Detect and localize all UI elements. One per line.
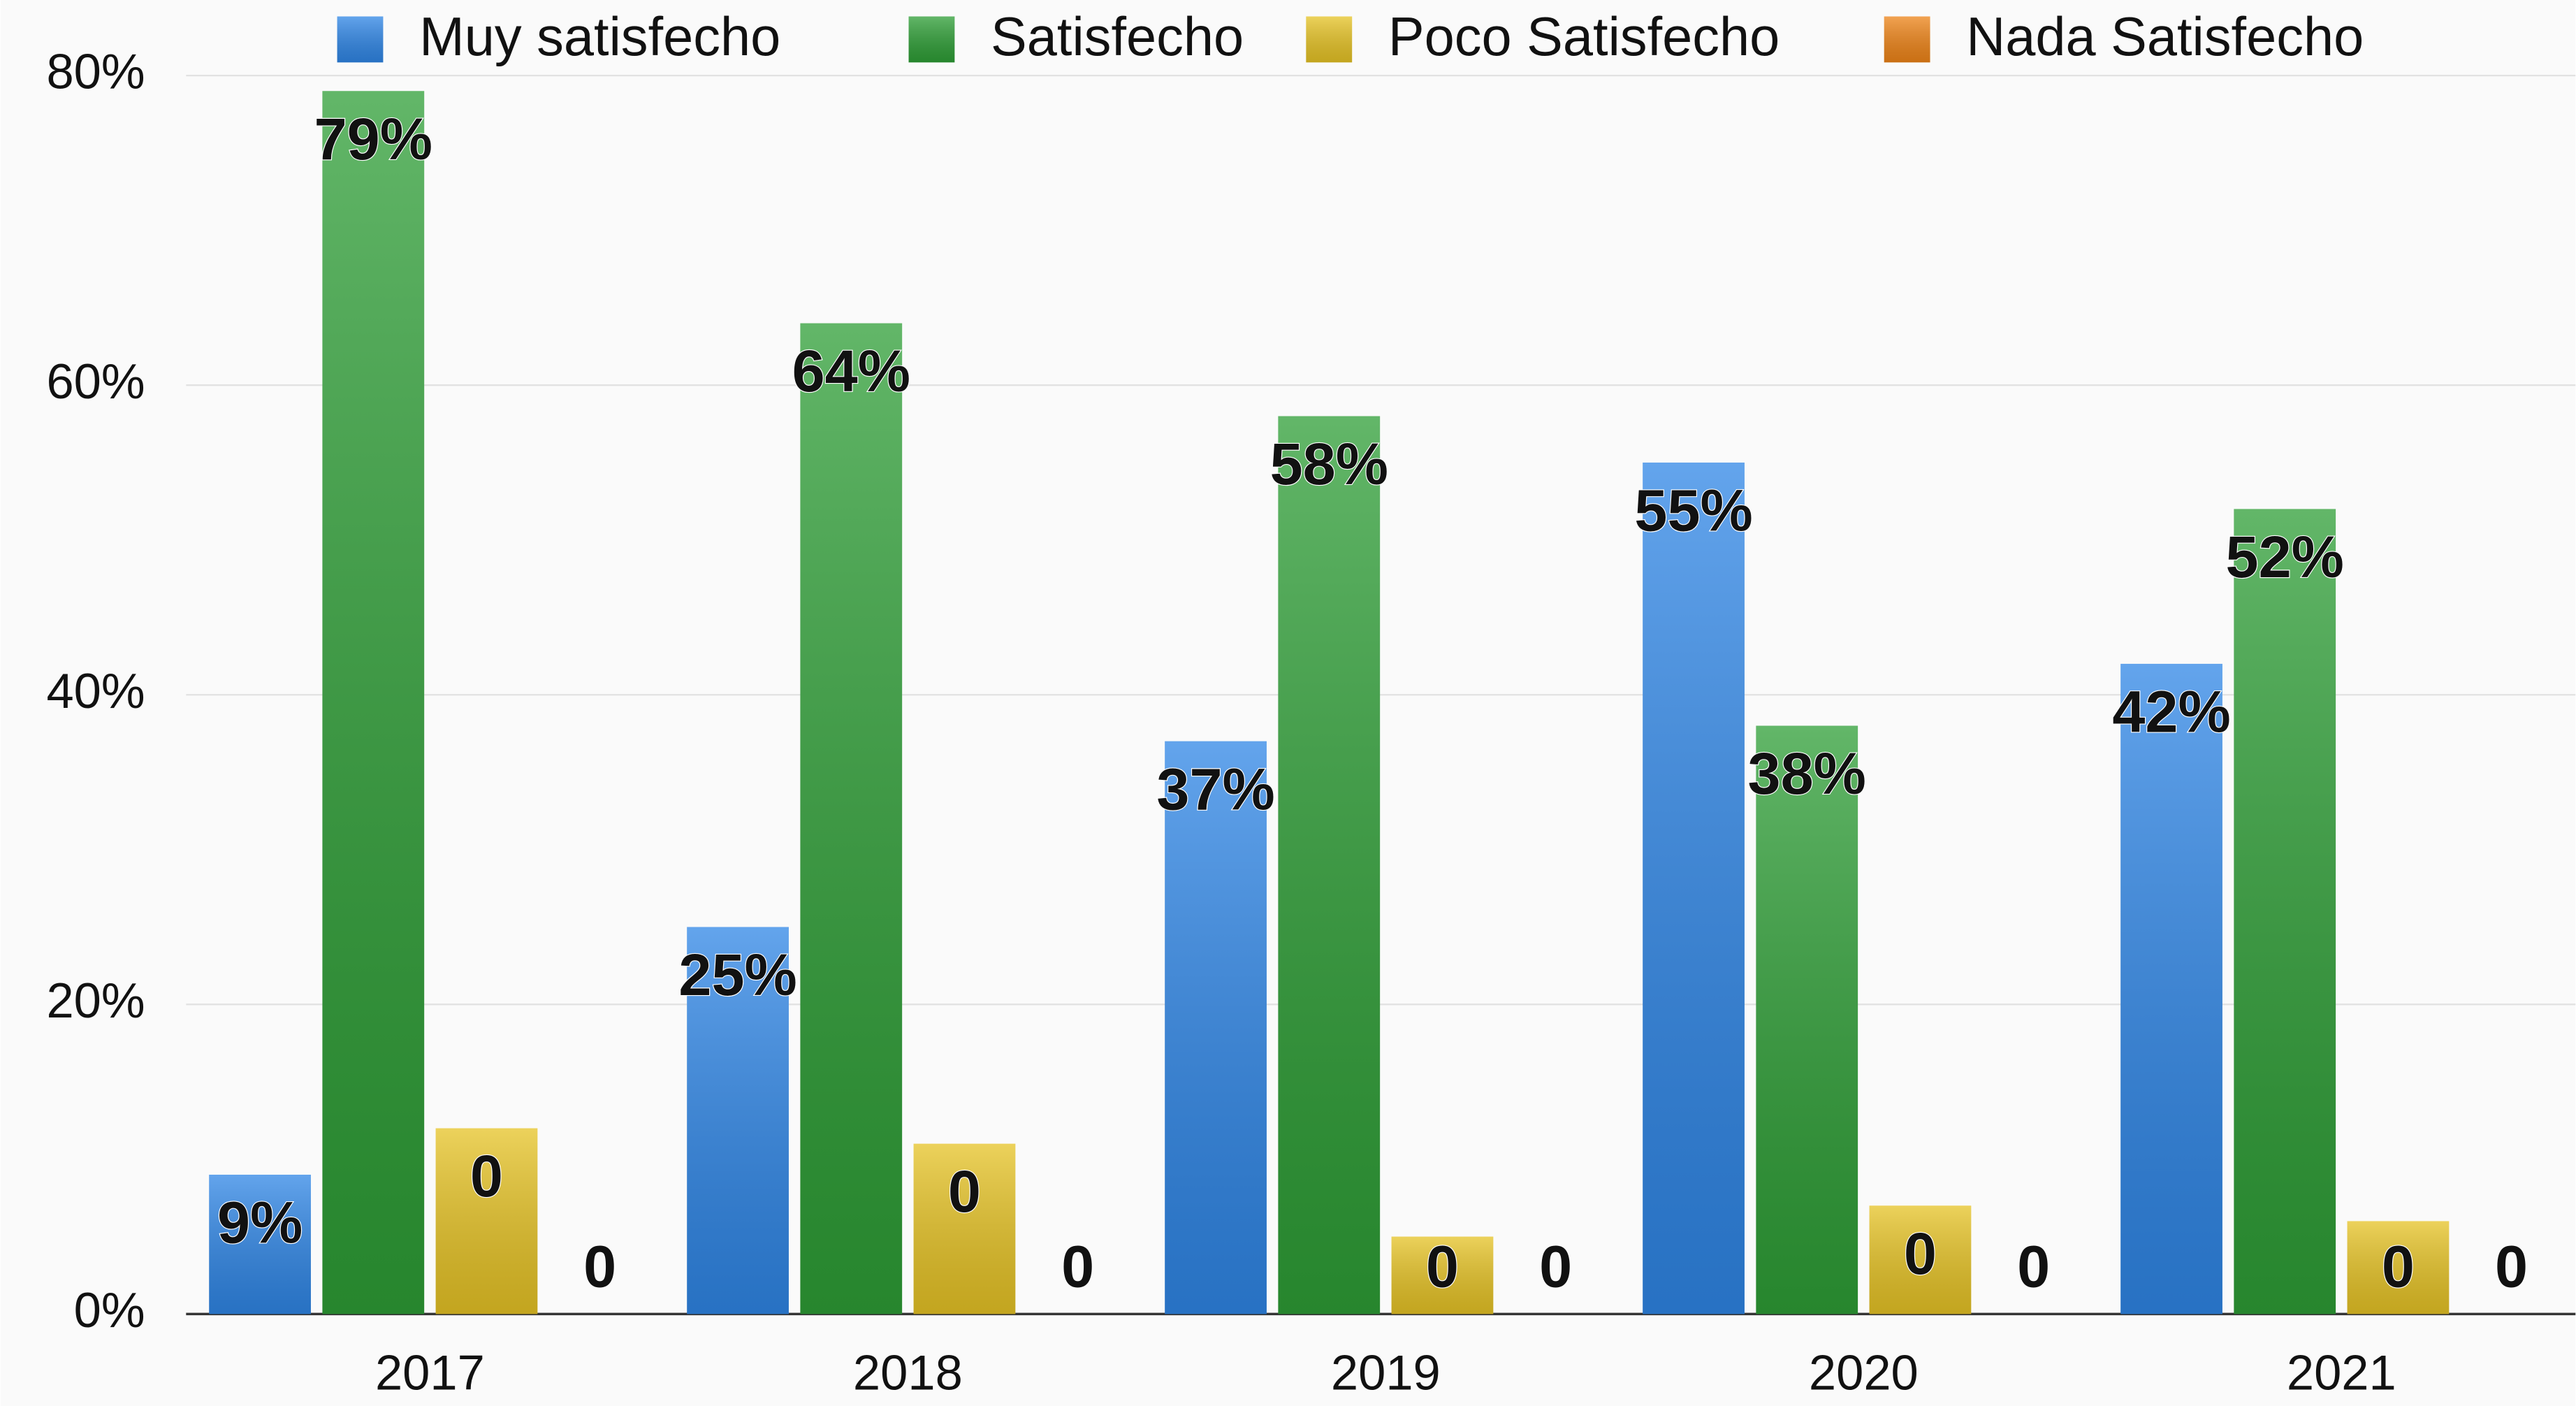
y-tick-label: 80%	[46, 44, 145, 99]
bar-shade	[1165, 741, 1267, 1314]
y-tick-label: 40%	[46, 663, 145, 718]
legend-label: Satisfecho	[991, 7, 1244, 67]
legend-swatch-shade	[908, 16, 955, 63]
data-label: 0	[470, 1143, 503, 1209]
bar-shade	[1391, 1236, 1494, 1314]
data-label: 0	[1426, 1233, 1459, 1300]
legend-swatch-shade	[1884, 16, 1930, 63]
x-tick-label: 2021	[2287, 1345, 2396, 1400]
bar-shade	[1643, 462, 1745, 1314]
bar-shade	[1869, 1205, 1972, 1314]
x-tick-label: 2017	[375, 1345, 485, 1400]
data-label: 37%	[1156, 755, 1274, 822]
data-label: 64%	[792, 338, 910, 404]
legend-label: Muy satisfecho	[419, 7, 780, 67]
bar-shade	[209, 1174, 311, 1314]
bar-shade	[435, 1128, 538, 1314]
data-label: 38%	[1748, 740, 1866, 806]
data-label: 0	[2382, 1233, 2415, 1300]
data-label: 9%	[217, 1189, 303, 1256]
legend-swatch-shade	[337, 16, 384, 63]
x-tick-label: 2018	[853, 1345, 963, 1400]
data-label: 25%	[678, 941, 796, 1008]
bar-shade	[1278, 416, 1381, 1314]
y-tick-label: 0%	[74, 1282, 145, 1338]
data-label: 0	[1904, 1220, 1937, 1287]
data-label: 42%	[2112, 679, 2230, 745]
data-label: 0	[583, 1233, 616, 1300]
legend-swatch-shade	[1306, 16, 1353, 63]
legend-label: Poco Satisfecho	[1388, 7, 1780, 67]
bar-shade	[2347, 1221, 2450, 1314]
bar-shade	[800, 323, 903, 1314]
data-label: 0	[948, 1158, 981, 1224]
x-tick-label: 2019	[1331, 1345, 1441, 1400]
bar-shade	[2234, 509, 2336, 1314]
data-label: 0	[2495, 1233, 2528, 1300]
bar-shade	[2120, 663, 2222, 1314]
data-label: 0	[2017, 1233, 2050, 1300]
y-tick-label: 20%	[46, 973, 145, 1028]
data-label: 0	[1061, 1233, 1094, 1300]
data-label: 79%	[314, 106, 432, 172]
bar-shade	[1756, 725, 1858, 1314]
data-label: 0	[1539, 1233, 1572, 1300]
x-tick-label: 2020	[1809, 1345, 1919, 1400]
bar-shade	[687, 927, 789, 1314]
data-label: 52%	[2226, 523, 2344, 590]
y-tick-label: 60%	[46, 354, 145, 409]
data-label: 58%	[1270, 430, 1388, 497]
bar-shade	[322, 91, 425, 1314]
data-label: 55%	[1634, 477, 1752, 544]
legend-label: Nada Satisfecho	[1966, 7, 2364, 67]
bar-shade	[913, 1143, 1016, 1314]
